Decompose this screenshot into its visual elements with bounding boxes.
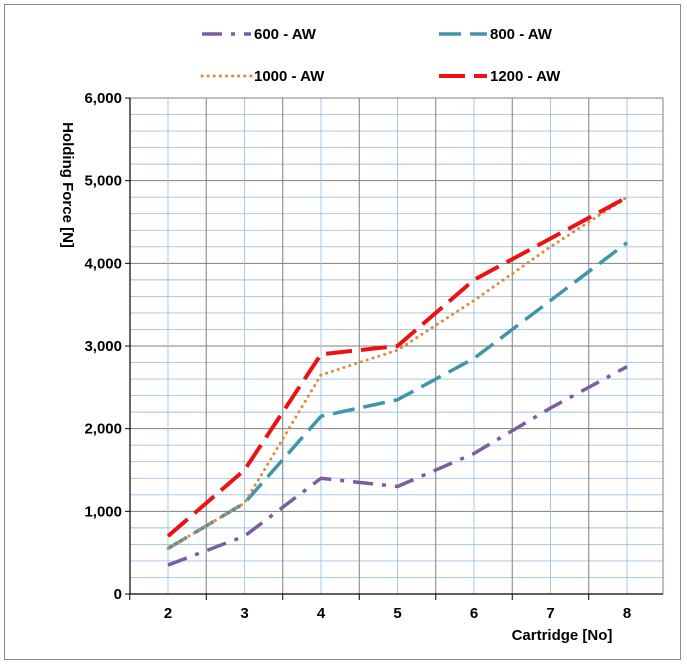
series-line-800-aw (167, 241, 629, 551)
axes (125, 97, 664, 600)
x-tick-label: 8 (623, 605, 631, 622)
legend-label: 1200 - AW (490, 68, 561, 85)
y-axis-title: Holding Force [N] (59, 122, 76, 248)
legend-label: 600 - AW (254, 26, 317, 43)
y-tick-label: 5,000 (84, 173, 122, 190)
legend-label: 800 - AW (490, 26, 553, 43)
x-tick-label: 2 (164, 605, 172, 622)
series-line-1000-aw (166, 195, 629, 551)
series-layer (166, 195, 629, 567)
y-tick-label: 3,000 (84, 338, 122, 355)
legend: 600 - AW 800 - AW 1000 - AW 1200 - AW (200, 26, 561, 85)
y-tick-label: 0 (114, 586, 122, 603)
grid (130, 97, 663, 594)
chart-frame: 0 1,000 2,000 3,000 4,000 5,000 6,000 2 3 4 5 6 7 8 H… (4, 4, 681, 660)
tick-labels: 0 1,000 2,000 3,000 4,000 5,000 6,000 2 3 4 5 6 7 8 (84, 90, 631, 622)
legend-label: 1000 - AW (254, 68, 325, 85)
y-tick-label: 4,000 (84, 255, 122, 272)
x-axis-title: Cartridge [No] (512, 627, 613, 644)
y-tick-label: 1,000 (84, 503, 122, 520)
series-line-1200-aw (166, 195, 628, 538)
y-tick-label: 2,000 (84, 421, 122, 438)
series-line-600-aw (167, 365, 628, 567)
x-tick-label: 3 (240, 605, 248, 622)
line-chart: 0 1,000 2,000 3,000 4,000 5,000 6,000 2 3 4 5 6 7 8 H… (59, 26, 664, 644)
x-tick-label: 5 (393, 605, 401, 622)
x-tick-label: 6 (470, 605, 478, 622)
y-tick-label: 6,000 (84, 90, 122, 107)
x-tick-label: 7 (546, 605, 554, 622)
x-tick-label: 4 (317, 605, 326, 622)
